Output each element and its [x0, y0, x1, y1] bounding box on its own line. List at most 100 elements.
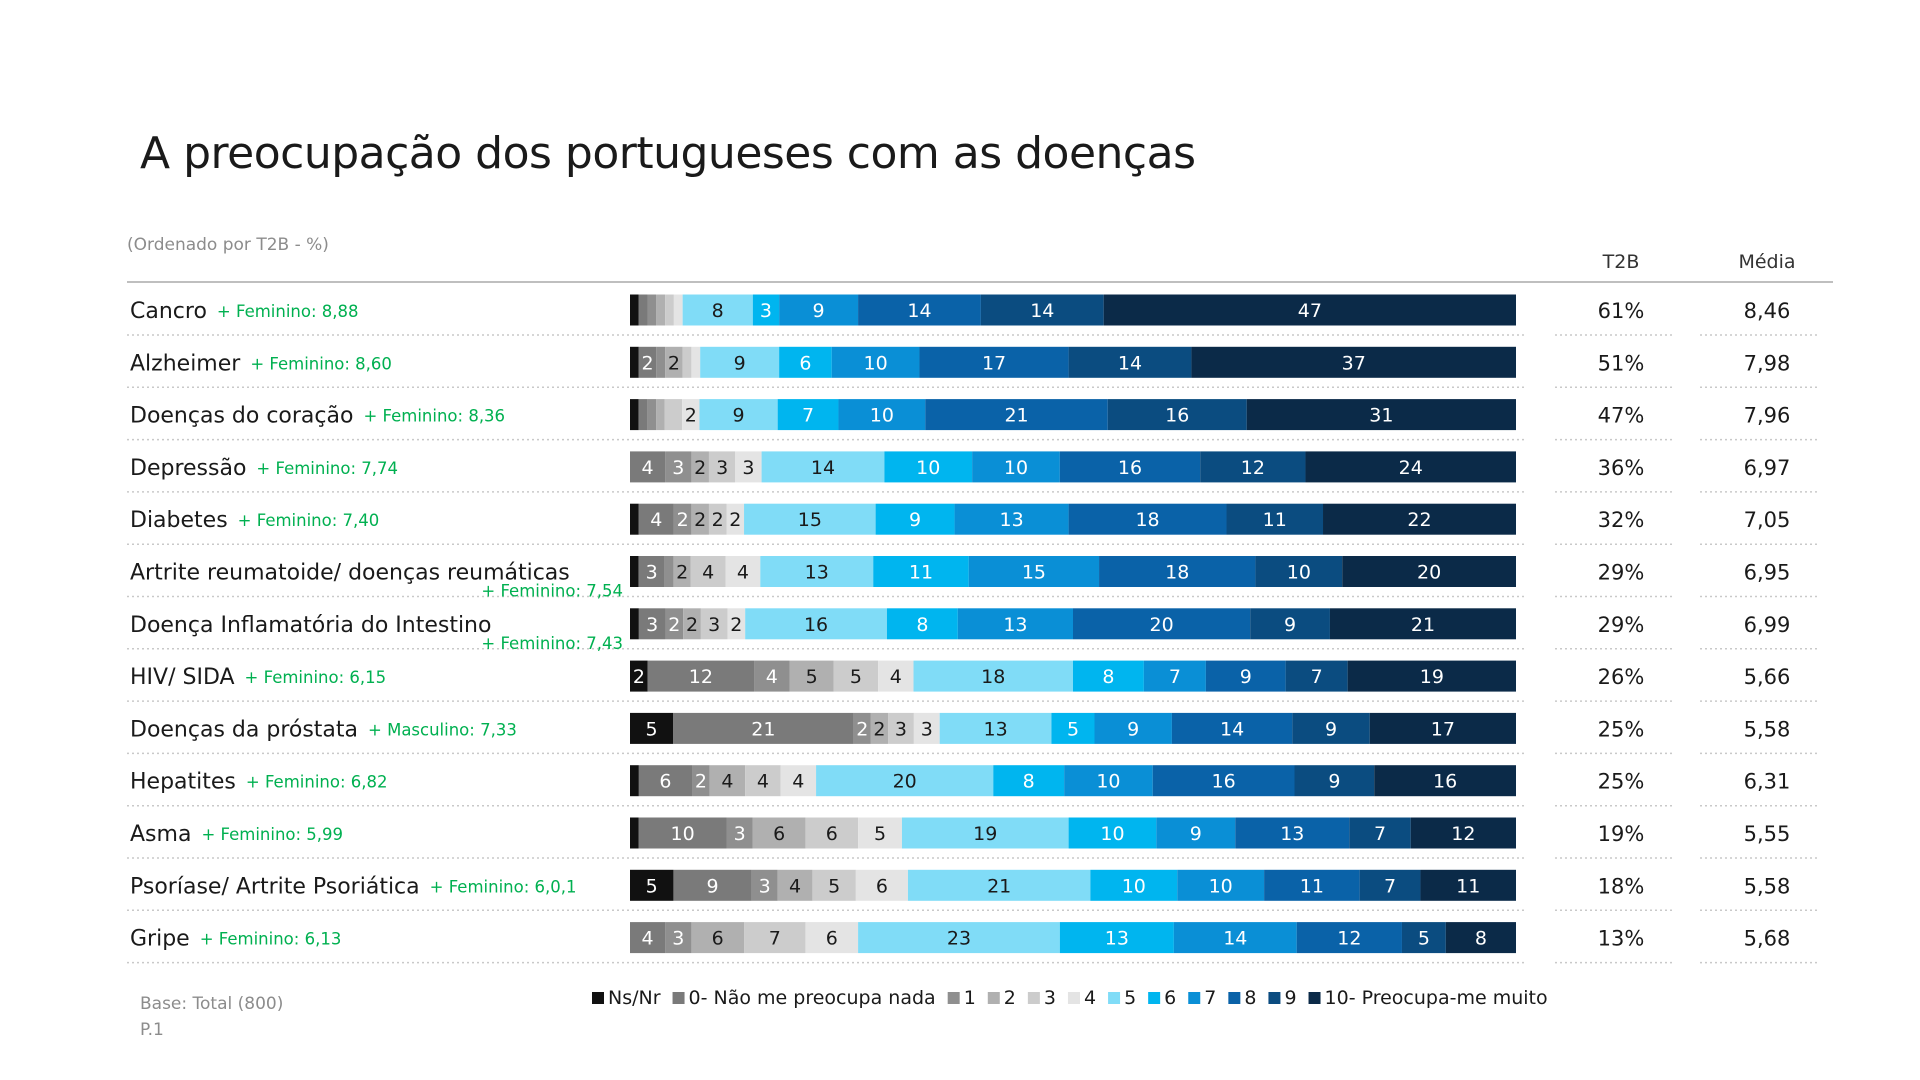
bar-segment [691, 346, 701, 378]
bar-segment [1068, 346, 1192, 378]
bar-value-label: 3 [921, 718, 933, 740]
bar-segment [692, 765, 710, 797]
bar-segment [647, 399, 657, 431]
bar-value-label: 2 [729, 509, 741, 531]
bar-segment [779, 294, 859, 326]
media-value: 6,97 [1744, 456, 1791, 480]
bar-segment [1285, 660, 1348, 692]
row-note: + Masculino: 7,33 [368, 720, 517, 739]
t2b-value: 29% [1598, 561, 1645, 585]
bar-value-label: 11 [1456, 875, 1480, 897]
bar-segment [727, 608, 746, 640]
legend-swatch [1067, 992, 1080, 1004]
bar-value-label: 17 [1431, 718, 1455, 740]
bar-value-label: 19 [973, 823, 997, 845]
bar-value-label: 2 [668, 614, 680, 636]
chart-row: Doença Inflamatória do Intestino+ Femini… [127, 608, 1818, 653]
bar-segment [919, 346, 1069, 378]
row-note: + Feminino: 8,88 [217, 302, 359, 321]
question-note: P.1 [140, 1020, 164, 1040]
bar-segment [1173, 922, 1297, 954]
bar-value-label: 13 [1003, 614, 1027, 636]
bar-segment [873, 556, 969, 587]
bar-value-label: 4 [757, 771, 769, 793]
chart-row: Cancro + Feminino: 8,88 8 3 9 14 14 47 61% 8,46 [127, 294, 1818, 336]
bar-segment [886, 608, 958, 640]
bar-value-label: 14 [1030, 300, 1054, 322]
bar-segment [1107, 399, 1247, 431]
chart-row: Doenças do coração + Feminino: 8,36 2 9 7 10 2… [127, 399, 1818, 441]
bar-segment [855, 869, 908, 901]
bar-segment [1059, 922, 1174, 954]
bar-value-label: 4 [789, 875, 801, 897]
t2b-value: 61% [1598, 299, 1645, 323]
row-note: + Feminino: 6,15 [245, 668, 387, 687]
bar-segment [1152, 765, 1295, 797]
row-label: Cancro [130, 299, 207, 324]
bar-value-label: 7 [1169, 666, 1181, 688]
bar-value-label: 14 [811, 457, 835, 479]
bar-segment [638, 765, 693, 797]
t2b-value: 32% [1598, 508, 1645, 532]
bar-value-label: 10 [1287, 562, 1311, 584]
legend-label: 3 [1044, 987, 1056, 1009]
bar-value-label: 22 [1407, 509, 1431, 531]
bar-value-label: 9 [1284, 614, 1296, 636]
bar-value-label: 21 [1004, 405, 1028, 427]
bar-segment [833, 660, 879, 692]
bar-value-label: 3 [708, 614, 720, 636]
bar-value-label: 5 [828, 875, 840, 897]
bar-value-label: 47 [1298, 300, 1322, 322]
bar-value-label: 2 [873, 718, 885, 740]
base-note: Base: Total (800) [140, 994, 284, 1014]
bar-value-label: 13 [999, 509, 1023, 531]
row-note: + Feminino: 8,36 [363, 407, 505, 426]
bar-segment [683, 608, 701, 640]
bar-segment [725, 556, 761, 587]
bar-segment [777, 869, 813, 901]
media-column-header: Média [1738, 251, 1796, 273]
legend-label: 2 [1004, 987, 1016, 1009]
bar-value-label: 7 [802, 405, 814, 427]
bar-segment [1073, 660, 1144, 692]
bar-segment [647, 660, 755, 692]
bar-value-label: 11 [909, 562, 933, 584]
bar-value-label: 8 [712, 300, 724, 322]
bar-value-label: 11 [1300, 875, 1324, 897]
bar-segment [630, 608, 639, 640]
bar-value-label: 16 [804, 614, 828, 636]
bar-segment [1073, 608, 1251, 640]
bar-segment [1156, 817, 1236, 849]
bar-value-label: 5 [645, 718, 657, 740]
bar-segment [1255, 556, 1343, 587]
media-value: 5,58 [1744, 874, 1791, 898]
bar-segment [913, 660, 1073, 692]
row-note: + Feminino: 5,99 [201, 825, 343, 844]
legend-label: 10- Preocupa-me muito [1325, 987, 1548, 1009]
media-value: 8,46 [1744, 299, 1791, 323]
row-note: + Feminino: 6,0,1 [430, 877, 577, 896]
bar-value-label: 10 [1122, 875, 1146, 897]
legend-swatch [1228, 992, 1241, 1004]
bar-value-label: 5 [806, 666, 818, 688]
bar-segment [853, 712, 871, 744]
bar-segment [1090, 869, 1178, 901]
legend-swatch [1188, 992, 1201, 1004]
bar-segment [968, 556, 1100, 587]
bar-value-label: 11 [1263, 509, 1287, 531]
legend-swatch [592, 992, 604, 1004]
bar-segment [777, 399, 839, 431]
bar-value-label: 8 [1102, 666, 1114, 688]
row-note: + Feminino: 7,54 [481, 582, 623, 601]
bar-segment [752, 294, 780, 326]
bar-value-label: 2 [668, 352, 680, 374]
bar-value-label: 7 [1374, 823, 1386, 845]
bar-value-label: 8 [916, 614, 928, 636]
bar-value-label: 15 [1022, 562, 1046, 584]
bar-segment [1264, 869, 1360, 901]
bar-value-label: 9 [909, 509, 921, 531]
bar-segment [630, 817, 639, 849]
bar-value-label: 4 [641, 928, 653, 950]
bar-value-label: 20 [1150, 614, 1174, 636]
